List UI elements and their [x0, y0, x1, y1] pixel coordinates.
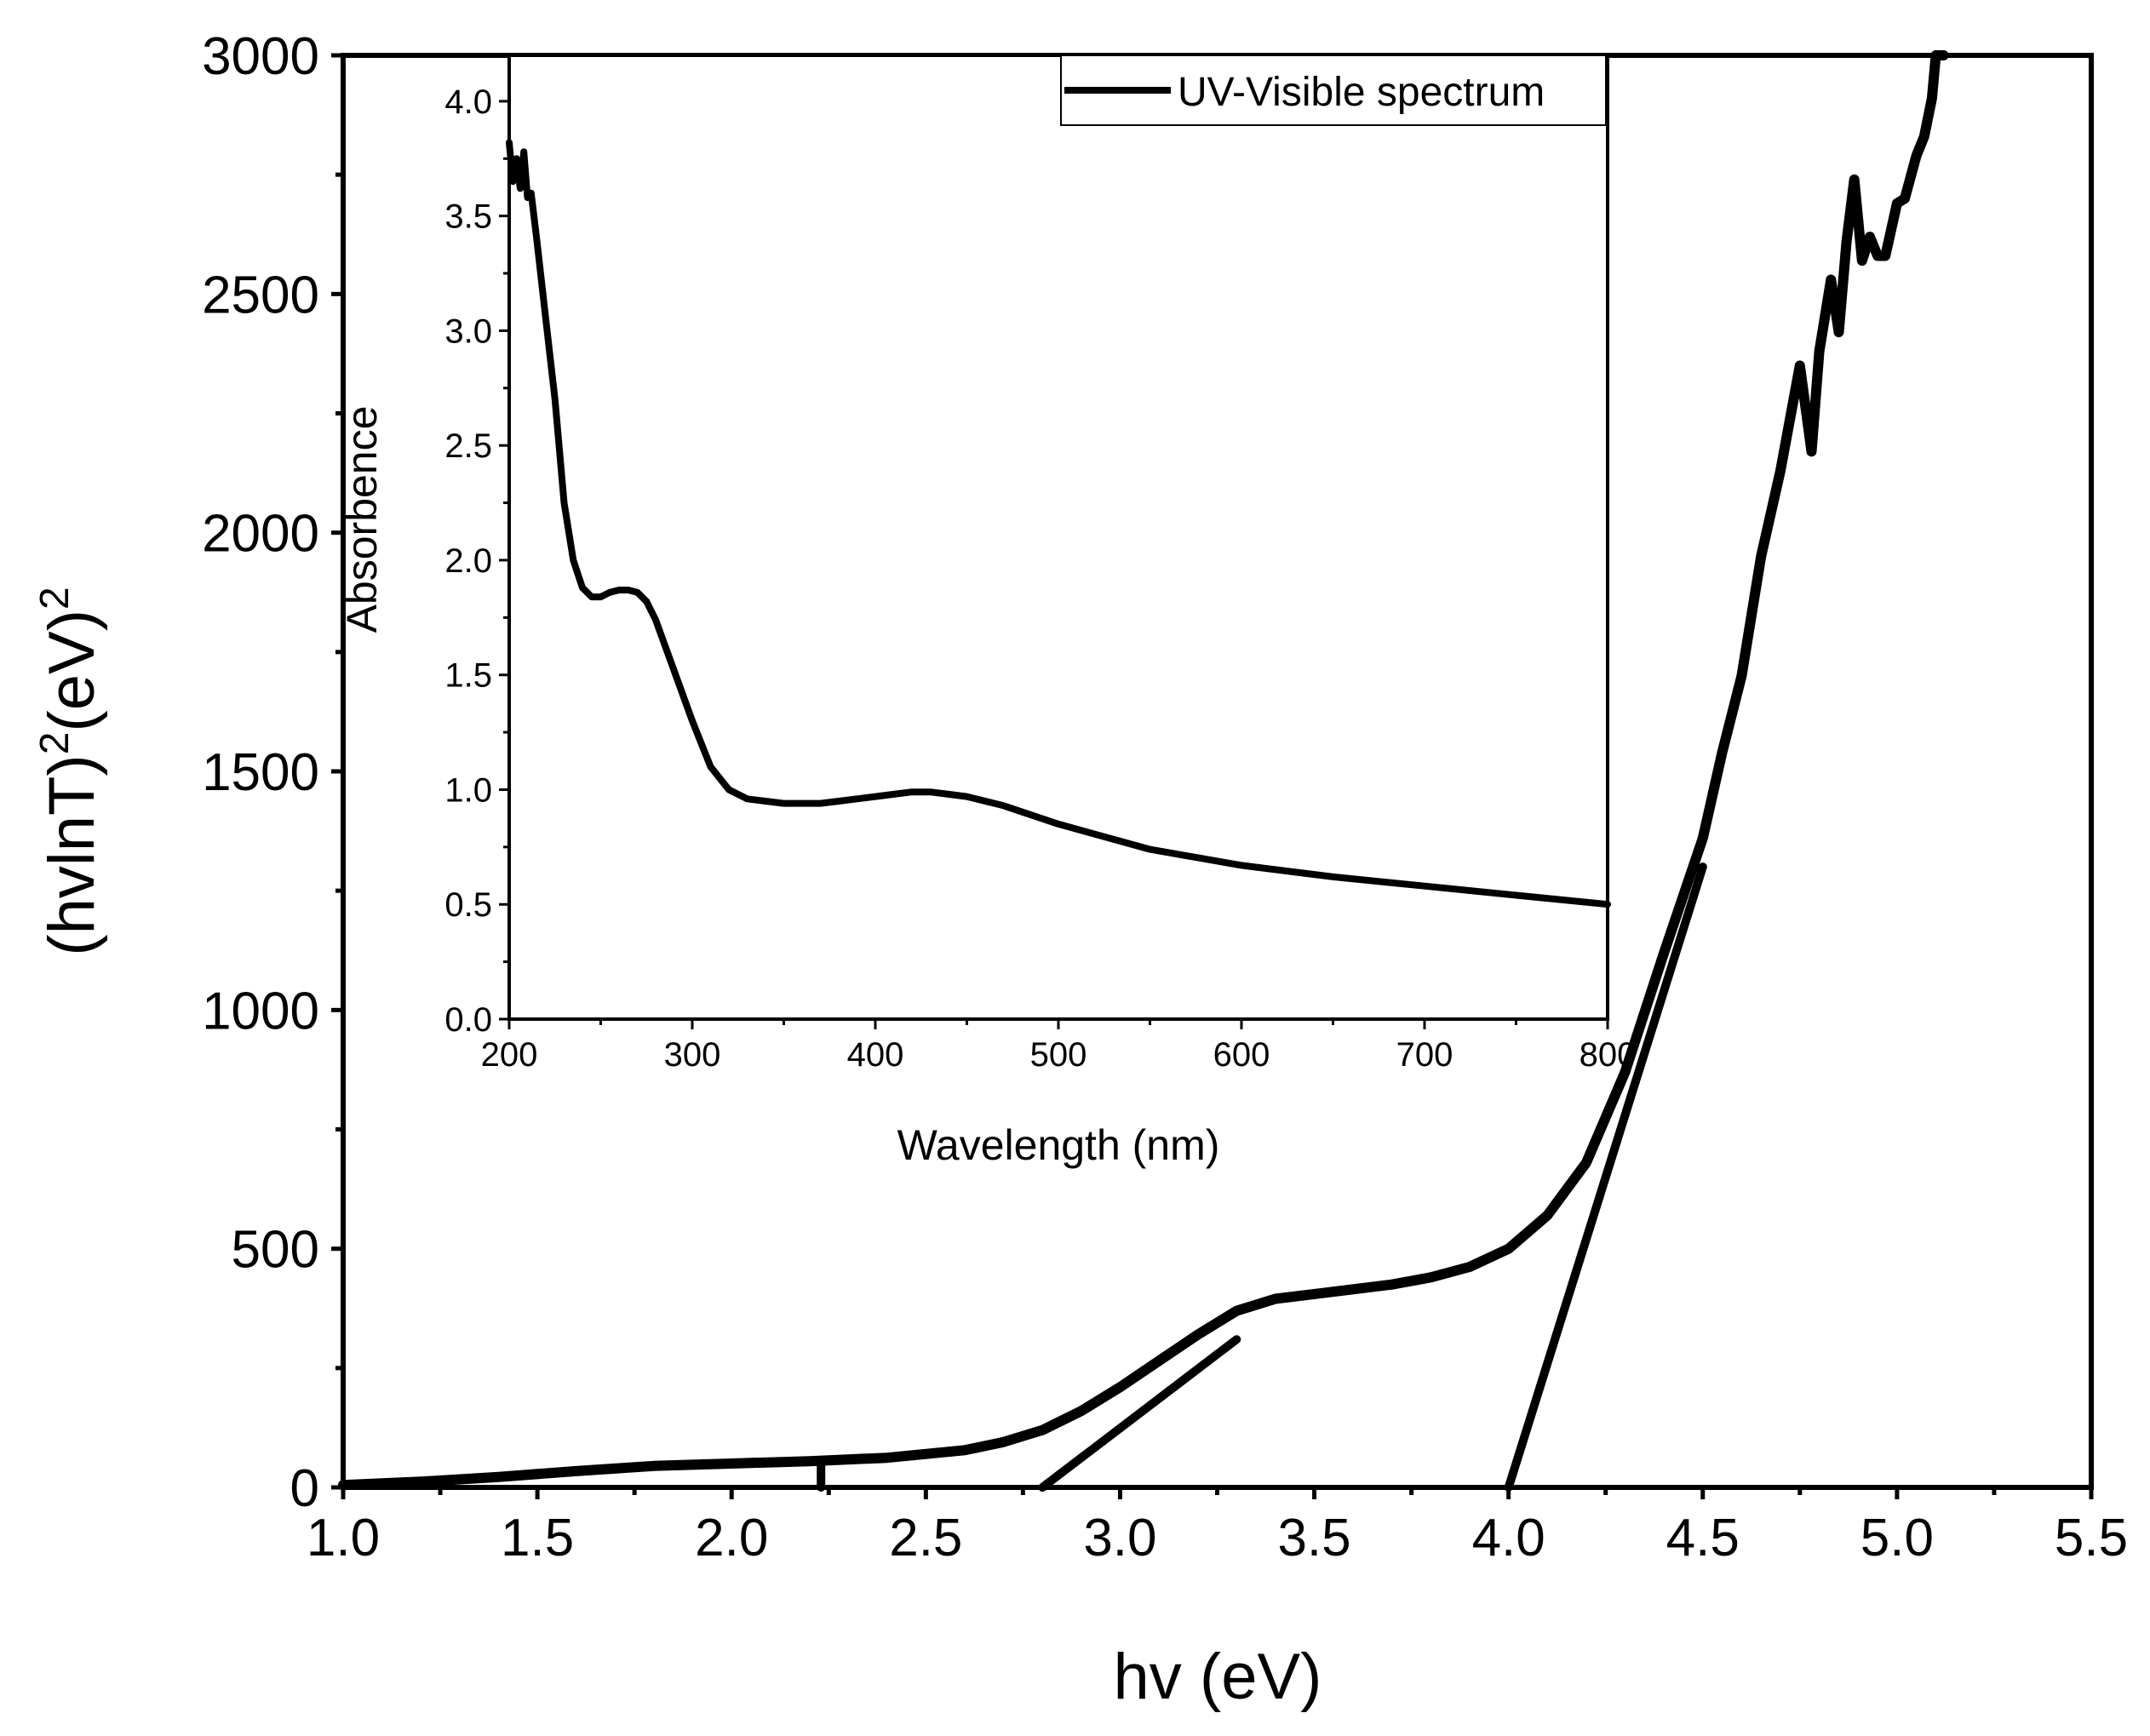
main-y-tick-label: 0: [290, 1459, 319, 1518]
main-y-tick-label: 1500: [202, 743, 319, 802]
inset-y-tick-label: 2.0: [444, 542, 492, 580]
main-y-title-sup1: 2: [32, 732, 77, 755]
inset-y-axis: 0.0 0.5 1.0 1.5 2.0 2.5 3.0 3.5 4.0: [444, 83, 509, 1039]
inset-x-tick-label: 400: [847, 1036, 904, 1074]
main-x-tick-label: 4.5: [1666, 1509, 1740, 1567]
main-x-axis: 1.0 1.5 2.0 2.5 3.0 3.5 4.0 4.5 5.0 5.5: [307, 1487, 2128, 1567]
main-y-title-pre: (hvlnT): [36, 754, 108, 955]
main-x-tick-label: 1.5: [501, 1509, 574, 1567]
inset-y-tick-label: 0.0: [444, 1001, 492, 1039]
inset-y-axis-title: Absorbence: [338, 406, 386, 633]
main-x-tick-label: 3.0: [1083, 1509, 1156, 1567]
main-y-title-mid: (eV): [36, 610, 108, 732]
main-series-layer: [338, 50, 1949, 1492]
main-y-tick-label: 3000: [202, 27, 319, 86]
inset-y-tick-label: 0.5: [444, 886, 492, 924]
main-y-tick-label: 500: [232, 1221, 319, 1280]
main-series-linear-fit-upper: [1504, 862, 1707, 1492]
main-series-linear-fit-lower: [1038, 1335, 1241, 1492]
inset-series-layer: [506, 139, 1611, 908]
inset-legend: UV-Visible spectrum: [1060, 54, 1607, 126]
inset-y-tick-label: 1.0: [444, 771, 492, 809]
inset-plot-frame: [507, 54, 1609, 1021]
main-y-axis: 0 500 1000 1500 2000 2500 3000: [202, 27, 343, 1518]
inset-x-tick-label: 300: [664, 1036, 721, 1074]
inset-legend-label: UV-Visible spectrum: [1178, 70, 1545, 115]
inset-y-tick-label: 3.0: [444, 312, 492, 350]
inset-y-tick-label: 2.5: [444, 427, 492, 465]
inset-x-tick-label: 600: [1213, 1036, 1270, 1074]
inset-y-tick-label: 4.0: [444, 83, 492, 121]
main-y-tick-label: 2500: [202, 266, 319, 324]
inset-x-tick-label: 800: [1580, 1036, 1637, 1074]
main-series-tauc-curve: [338, 50, 1949, 1491]
main-x-tick-label: 2.5: [889, 1509, 962, 1567]
main-x-tick-label: 3.5: [1277, 1509, 1350, 1567]
main-chart: 1.0 1.5 2.0 2.5 3.0 3.5 4.0 4.5 5.0 5.5 0 500 1000 1…: [32, 27, 2128, 1713]
inset-x-axis: 200 300 400 500 600 700 800: [481, 1019, 1637, 1074]
main-x-tick-label: 5.0: [1860, 1509, 1934, 1567]
main-y-title-sup2: 2: [32, 587, 77, 610]
inset-x-tick-label: 200: [481, 1036, 538, 1074]
main-y-axis-title: (hvlnT)2(eV)2: [32, 587, 108, 955]
inset-y-tick-label: 3.5: [444, 198, 492, 236]
main-x-tick-label: 1.0: [307, 1509, 380, 1567]
main-y-tick-label: 2000: [202, 505, 319, 564]
inset-y-tick-label: 1.5: [444, 657, 492, 695]
inset-x-tick-label: 700: [1396, 1036, 1453, 1074]
main-y-tick-label: 1000: [202, 982, 319, 1040]
main-x-tick-label: 5.5: [2055, 1509, 2128, 1567]
main-x-tick-label: 4.0: [1472, 1509, 1545, 1567]
main-x-axis-title: hv (eV): [1114, 1641, 1322, 1713]
inset-x-tick-label: 500: [1030, 1036, 1087, 1074]
inset-x-axis-title: Wavelength (nm): [897, 1121, 1220, 1169]
inset-series-uv-visible-spectrum: [506, 139, 1611, 908]
main-x-tick-label: 2.0: [695, 1509, 768, 1567]
inset-chart: 200 300 400 500 600 700 800 0.0 0.5 1.0 1.5 2.0 2.5…: [338, 54, 1637, 1169]
